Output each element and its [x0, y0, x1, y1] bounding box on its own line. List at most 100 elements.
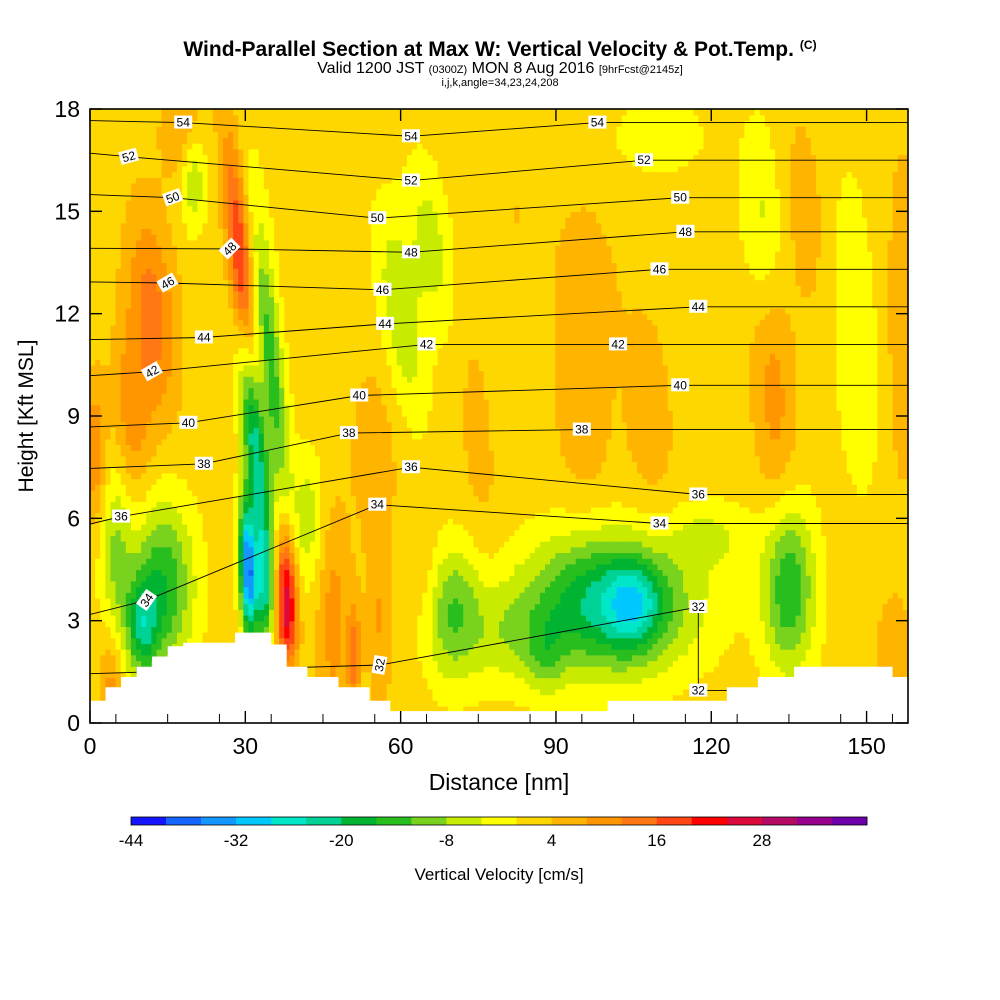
- velocity-cell: [176, 603, 183, 610]
- velocity-cell: [867, 649, 873, 656]
- velocity-cell: [366, 660, 372, 667]
- velocity-cell: [243, 603, 250, 610]
- velocity-cell: [744, 637, 751, 645]
- velocity-cell: [187, 609, 193, 616]
- velocity-cell: [785, 569, 792, 576]
- velocity-cell: [718, 569, 725, 576]
- velocity-cell: [688, 586, 694, 593]
- velocity-cell: [616, 580, 623, 588]
- velocity-cell: [417, 546, 423, 554]
- velocity-cell: [729, 575, 735, 582]
- velocity-cell: [601, 626, 607, 633]
- velocity-cell: [330, 592, 336, 599]
- velocity-cell: [176, 575, 183, 582]
- velocity-cell: [565, 671, 572, 679]
- velocity-cell: [897, 666, 904, 673]
- velocity-cell: [519, 614, 526, 622]
- velocity-cell: [734, 683, 740, 690]
- velocity-cell: [197, 541, 204, 548]
- velocity-cell: [514, 660, 521, 667]
- velocity-cell: [381, 637, 388, 645]
- velocity-cell: [647, 683, 653, 690]
- velocity-cell: [836, 654, 843, 662]
- velocity-cell: [360, 558, 367, 565]
- velocity-cell: [826, 597, 832, 605]
- velocity-cell: [529, 637, 536, 645]
- velocity-cell: [412, 700, 418, 707]
- velocity-cell: [279, 603, 285, 610]
- velocity-cell: [248, 563, 255, 571]
- velocity-cell: [514, 609, 521, 616]
- velocity-cell: [427, 546, 434, 554]
- velocity-cell: [749, 677, 756, 684]
- velocity-cell: [417, 580, 423, 588]
- velocity-cell: [560, 632, 567, 639]
- velocity-cell: [672, 694, 679, 701]
- velocity-cell: [575, 683, 582, 690]
- velocity-cell: [539, 546, 546, 554]
- velocity-cell: [790, 666, 797, 673]
- velocity-cell: [105, 643, 112, 650]
- velocity-cell: [662, 575, 669, 582]
- velocity-cell: [545, 546, 551, 554]
- velocity-cell: [744, 671, 751, 679]
- velocity-cell: [775, 558, 781, 565]
- velocity-cell: [447, 614, 454, 622]
- velocity-cell: [458, 597, 464, 605]
- velocity-cell: [483, 609, 490, 616]
- velocity-cell: [161, 626, 168, 633]
- velocity-cell: [488, 643, 495, 650]
- velocity-cell: [836, 552, 843, 559]
- velocity-cell: [141, 546, 147, 554]
- velocity-cell: [790, 597, 797, 605]
- velocity-cell: [509, 620, 515, 627]
- velocity-cell: [647, 637, 653, 645]
- velocity-cell: [136, 626, 142, 633]
- velocity-cell: [810, 614, 817, 622]
- velocity-cell: [299, 643, 306, 650]
- velocity-cell: [371, 580, 377, 588]
- velocity-cell: [335, 586, 342, 593]
- velocity-cell: [289, 626, 296, 633]
- velocity-cell: [376, 620, 383, 627]
- velocity-cell: [427, 654, 434, 662]
- velocity-cell: [197, 558, 204, 565]
- velocity-cell: [176, 614, 183, 622]
- velocity-cell: [810, 626, 817, 633]
- velocity-cell: [667, 563, 674, 571]
- velocity-cell: [524, 683, 531, 690]
- velocity-cell: [493, 614, 500, 622]
- velocity-cell: [141, 620, 147, 627]
- velocity-cell: [182, 563, 188, 571]
- velocity-cell: [631, 637, 638, 645]
- velocity-cell: [708, 614, 715, 622]
- velocity-cell: [468, 649, 475, 656]
- velocity-cell: [519, 609, 526, 616]
- velocity-cell: [314, 632, 321, 639]
- velocity-cell: [258, 569, 265, 576]
- velocity-cell: [458, 609, 464, 616]
- velocity-cell: [432, 563, 439, 571]
- velocity-cell: [396, 580, 403, 588]
- velocity-cell: [841, 603, 848, 610]
- velocity-cell: [345, 592, 352, 599]
- velocity-cell: [493, 586, 500, 593]
- velocity-cell: [688, 677, 694, 684]
- velocity-cell: [539, 597, 546, 605]
- velocity-cell: [647, 575, 653, 582]
- velocity-cell: [785, 575, 792, 582]
- velocity-cell: [795, 563, 802, 571]
- velocity-cell: [744, 569, 751, 576]
- velocity-cell: [591, 546, 597, 554]
- velocity-cell: [514, 603, 521, 610]
- velocity-cell: [555, 666, 561, 673]
- velocity-cell: [642, 603, 648, 610]
- velocity-cell: [667, 603, 674, 610]
- velocity-cell: [381, 626, 388, 633]
- velocity-cell: [136, 546, 142, 554]
- velocity-cell: [499, 614, 505, 622]
- velocity-cell: [810, 632, 817, 639]
- velocity-cell: [432, 558, 439, 565]
- velocity-cell: [299, 620, 306, 627]
- velocity-cell: [846, 569, 853, 576]
